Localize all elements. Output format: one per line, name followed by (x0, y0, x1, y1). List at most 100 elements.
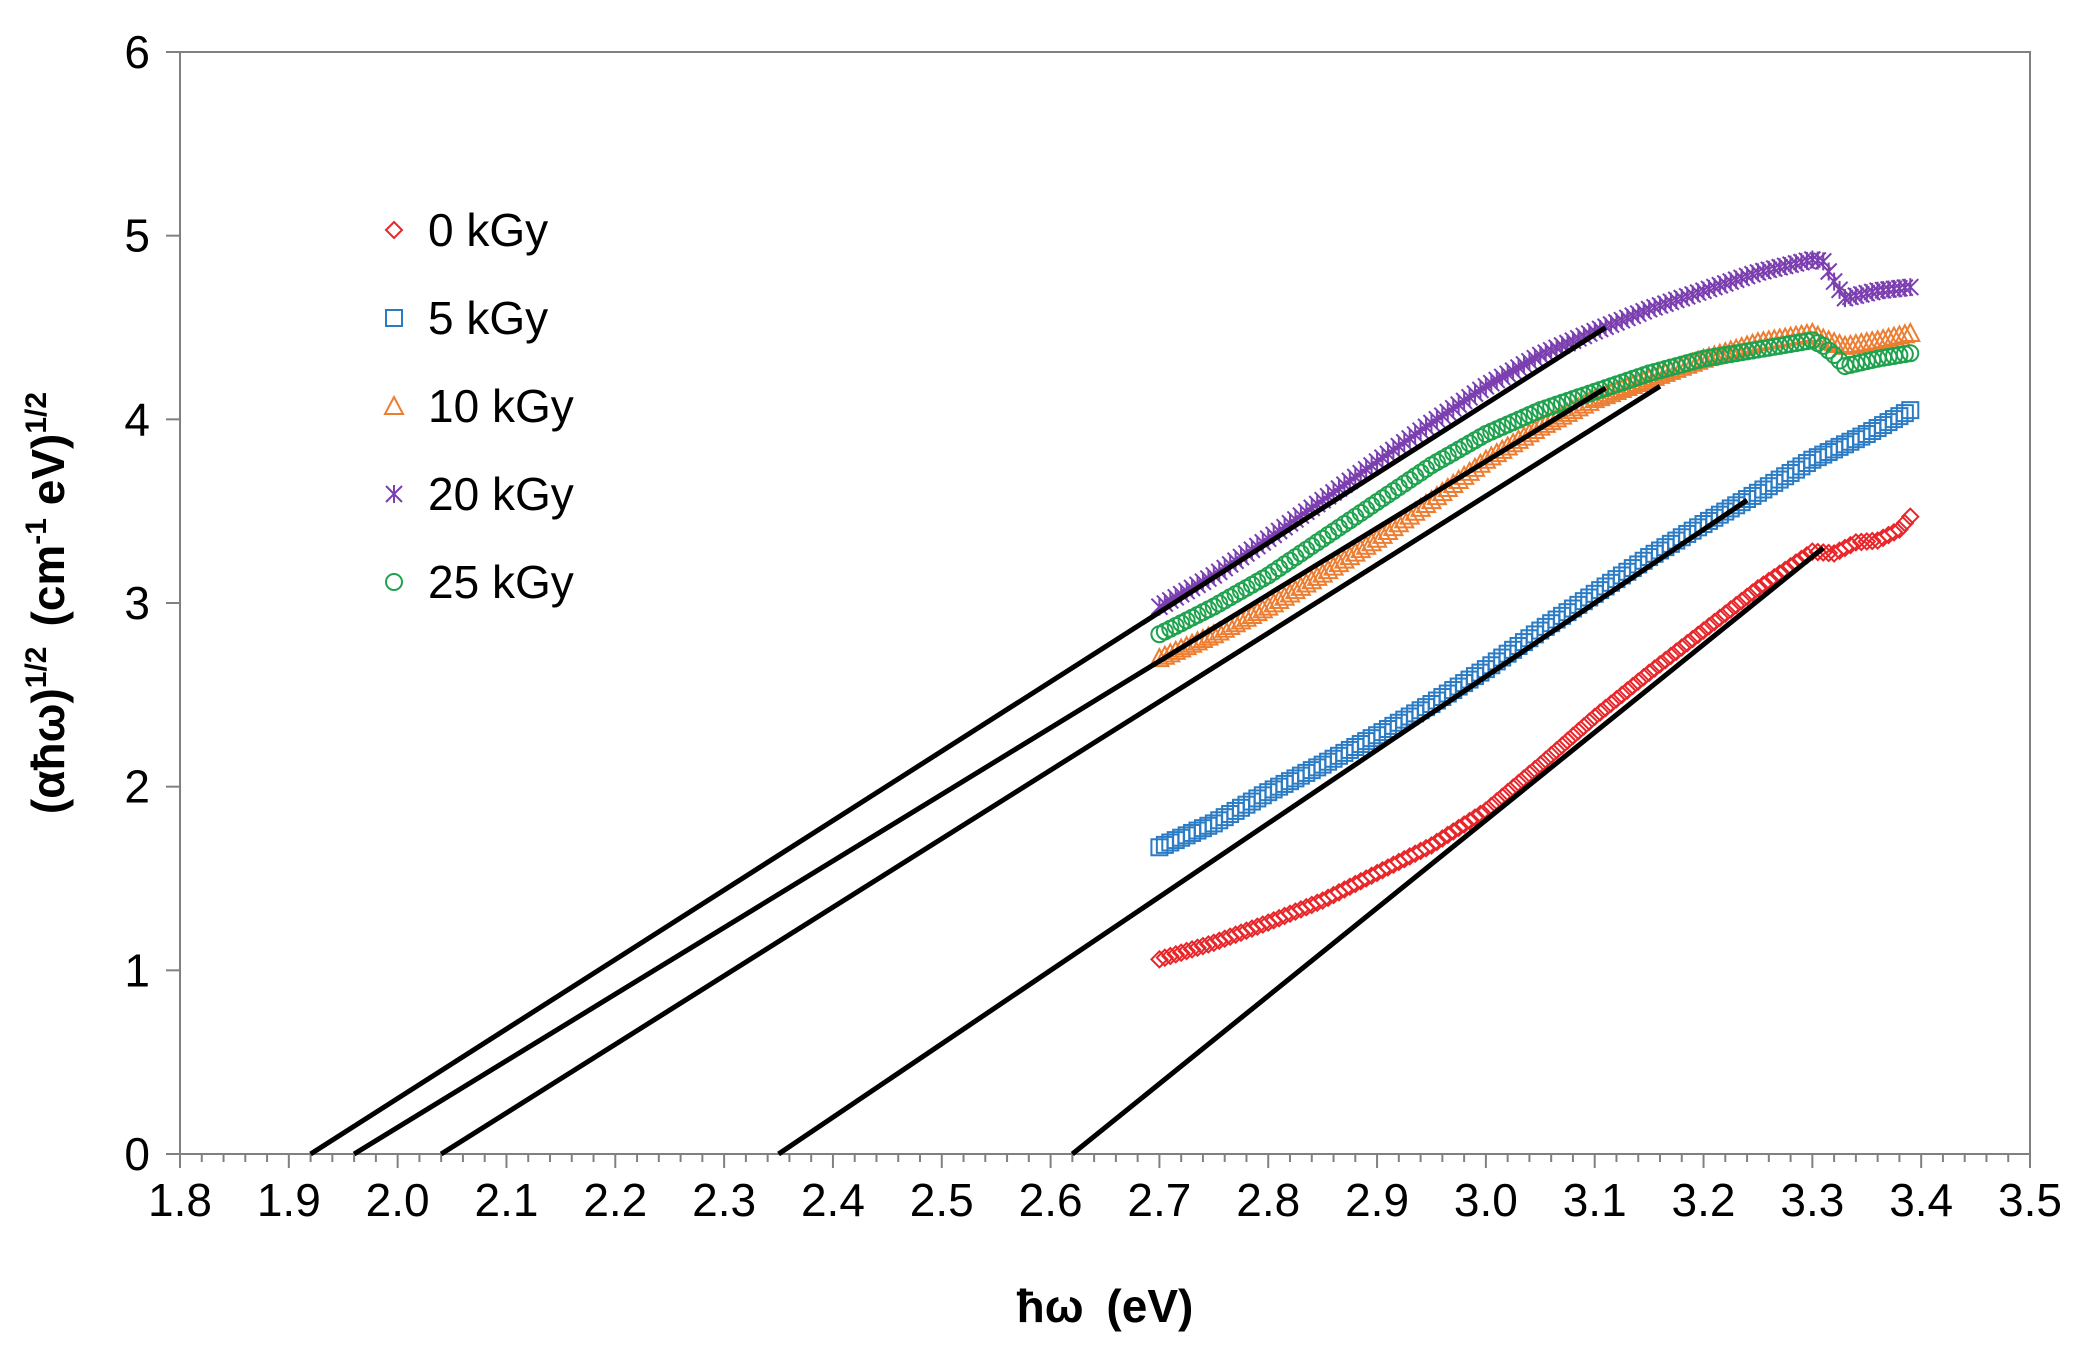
x-tick-label: 3.0 (1454, 1174, 1518, 1226)
data-point (1574, 717, 1594, 736)
data-point (1601, 694, 1621, 714)
data-point (1460, 811, 1479, 831)
series-layer (1148, 250, 1921, 969)
legend-marker (384, 220, 404, 240)
data-point (1889, 520, 1909, 539)
fit-line-5-kgy (777, 498, 1749, 1157)
y-tick-label: 1 (124, 944, 150, 996)
x-tick-label: 3.4 (1889, 1174, 1953, 1226)
data-point (1841, 535, 1860, 555)
data-point (1149, 949, 1169, 969)
data-point (1177, 941, 1197, 961)
legend-label: 20 kGy (428, 468, 574, 520)
data-point (1862, 531, 1882, 551)
data-point (1770, 470, 1789, 489)
data-point (1295, 572, 1317, 593)
data-point (1825, 346, 1844, 365)
data-point (1328, 552, 1350, 573)
x-axis-title-symbol: ħω (1017, 1280, 1084, 1332)
data-point (1901, 344, 1920, 363)
data-point (1737, 587, 1757, 607)
data-point (1237, 795, 1256, 814)
legend-marker (385, 309, 403, 327)
data-point (1311, 562, 1334, 583)
data-point (1688, 625, 1708, 645)
data-point (1677, 633, 1697, 653)
data-point (1188, 938, 1207, 958)
data-point (1900, 507, 1920, 527)
data-point (1710, 608, 1730, 628)
data-point (1721, 600, 1741, 619)
data-point (1198, 935, 1218, 954)
data-point (1656, 650, 1675, 670)
data-point (1339, 545, 1361, 566)
data-point (1568, 721, 1588, 741)
data-point (1607, 689, 1626, 709)
data-point (1530, 755, 1550, 775)
data-point (1901, 278, 1919, 297)
data-point (1894, 323, 1916, 344)
x-tick-label: 2.7 (1127, 1174, 1191, 1226)
data-point (1221, 805, 1240, 824)
data-point (1400, 707, 1419, 726)
data-point (1753, 575, 1773, 595)
y-axis-title-unit-close: eV) (22, 434, 74, 518)
data-point (1704, 612, 1724, 632)
data-point (1743, 486, 1762, 505)
data-point (1715, 604, 1735, 624)
data-point (1432, 829, 1452, 848)
x-tick-label: 2.5 (910, 1174, 974, 1226)
data-point (1465, 808, 1485, 827)
x-tick-label: 2.0 (366, 1174, 430, 1226)
data-point (1579, 712, 1599, 732)
data-point (1389, 713, 1408, 732)
data-point (1454, 815, 1474, 834)
data-point (1395, 710, 1414, 729)
x-tick-label: 2.8 (1236, 1174, 1300, 1226)
legend-label: 0 kGy (428, 204, 548, 256)
data-point (1384, 716, 1403, 735)
y-axis-title: (αħω)1/2(cm-1 eV)1/2 (20, 392, 74, 814)
data-point (1279, 582, 1301, 603)
data-point (1284, 579, 1307, 600)
data-point (1776, 467, 1795, 486)
data-point (1754, 480, 1773, 499)
legend-marker (385, 573, 403, 591)
data-point (1895, 513, 1915, 533)
data-point (1210, 811, 1229, 830)
y-tick-label: 2 (124, 761, 150, 813)
x-tick-label: 3.1 (1563, 1174, 1627, 1226)
x-axis-title: ħω (eV) (1017, 1280, 1194, 1332)
data-point (1699, 616, 1719, 636)
y-tick-label: 4 (124, 393, 150, 445)
y-axis-ticks: 0 1 2 3 4 5 6 (124, 26, 180, 1180)
y-axis-title-sup2: 1/2 (20, 392, 53, 434)
data-point (1596, 698, 1616, 718)
x-tick-label: 2.1 (474, 1174, 538, 1226)
data-point (1590, 703, 1610, 722)
data-point (1273, 585, 1296, 606)
data-point (1422, 836, 1441, 855)
data-point (1732, 591, 1752, 611)
x-tick-label: 1.9 (257, 1174, 321, 1226)
data-point (1378, 719, 1397, 738)
x-tick-label: 3.3 (1780, 1174, 1844, 1226)
x-tick-label: 1.8 (148, 1174, 212, 1226)
data-point (1155, 948, 1175, 968)
data-point (1333, 548, 1356, 569)
data-point (1672, 638, 1692, 657)
x-axis-title-unit: (eV) (1106, 1280, 1193, 1332)
legend-label: 5 kGy (428, 292, 548, 344)
data-point (1732, 493, 1751, 512)
data-point (1814, 336, 1833, 355)
data-point (1355, 534, 1377, 555)
data-point (1895, 404, 1914, 423)
legend-label: 10 kGy (428, 380, 574, 432)
data-point (1536, 750, 1556, 770)
data-point (1645, 659, 1664, 678)
data-point (1306, 565, 1328, 586)
series-20-kgy (1150, 250, 1919, 616)
x-axis-ticks: 1.8 1.9 2.0 2.1 2.2 2.3 2.4 2.5 2.6 2.7 2.8 2.9 3.0 3… (148, 1154, 2062, 1226)
data-point (1765, 473, 1784, 492)
